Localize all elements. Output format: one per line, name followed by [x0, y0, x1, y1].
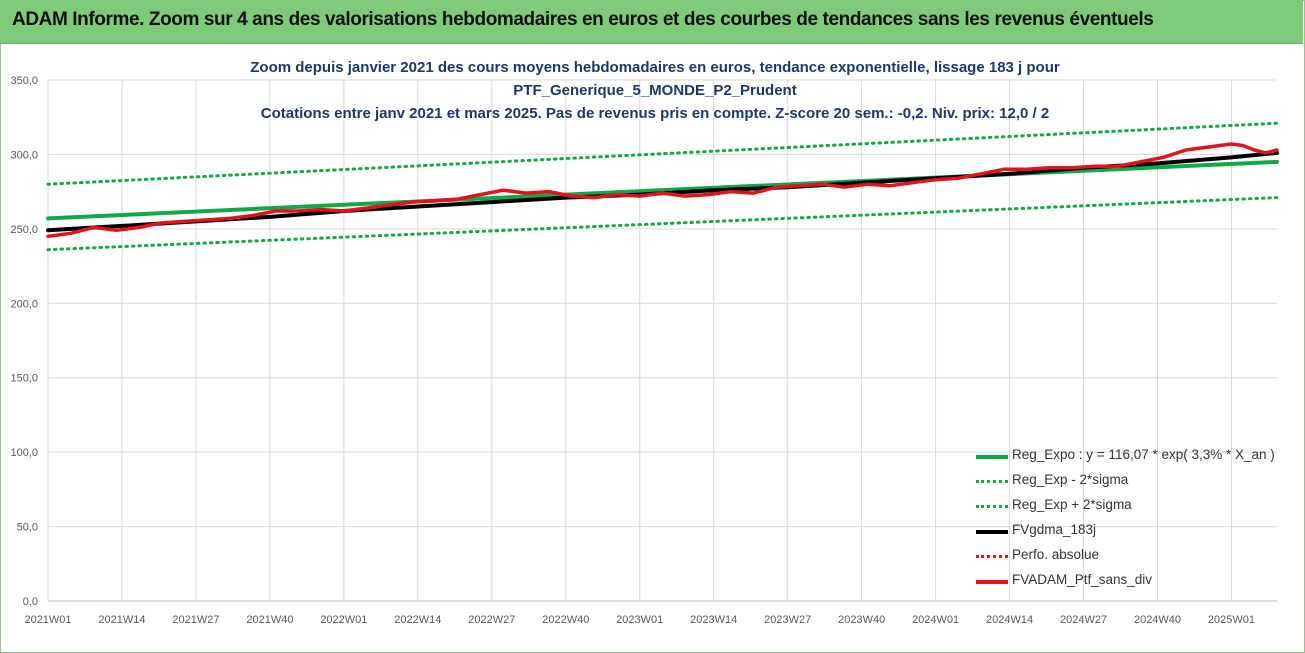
legend-item-fvgdma[interactable]: FVgdma_183j [976, 520, 1296, 545]
legend-item-perfo-absolue[interactable]: Perfo. absolue [976, 545, 1296, 570]
chart-title-line-1: Zoom depuis janvier 2021 des cours moyen… [250, 59, 1060, 76]
legend-label: Reg_Exp - 2*sigma [1012, 472, 1129, 487]
chart-title-line-3: Cotations entre janv 2021 et mars 2025. … [260, 105, 1050, 122]
y-tick-label: 0,0 [23, 596, 38, 608]
y-tick-label: 350,0 [10, 75, 38, 87]
legend-swatch-dotted-green [976, 505, 1008, 508]
y-tick-label: 50,0 [17, 522, 38, 534]
x-tick-label: 2023W14 [690, 614, 737, 626]
x-tick-label: 2022W01 [320, 614, 367, 626]
series-line-reg-exp-2-sigma [46, 196, 1279, 252]
legend-label: Reg_Exp + 2*sigma [1012, 497, 1132, 512]
x-tick-label: 2023W01 [616, 614, 663, 626]
x-tick-label: 2022W27 [468, 614, 515, 626]
x-tick-label: 2024W27 [1060, 614, 1107, 626]
chart-legend: Reg_Expo : y = 116,07 * exp( 3,3% * X_an… [976, 445, 1296, 595]
x-tick-label: 2023W40 [838, 614, 885, 626]
x-tick-label: 2025W01 [1208, 614, 1255, 626]
x-tick-label: 2021W40 [246, 614, 293, 626]
legend-label: FVADAM_Ptf_sans_div [1012, 572, 1153, 587]
x-tick-label: 2021W27 [172, 614, 219, 626]
legend-item-reg-exp-minus[interactable]: Reg_Exp - 2*sigma [976, 470, 1296, 495]
x-tick-label: 2022W40 [542, 614, 589, 626]
legend-swatch-solid-green [976, 455, 1008, 459]
legend-swatch-dotted-green [976, 480, 1008, 483]
y-tick-label: 250,0 [10, 224, 38, 236]
series-line-reg-expo-y-116-07-exp-3-3-x-an [46, 159, 1279, 221]
y-tick-label: 300,0 [10, 149, 38, 161]
header-bar: ADAM Informe. Zoom sur 4 ans des valoris… [0, 0, 1303, 44]
y-tick-label: 200,0 [10, 298, 38, 310]
x-tick-label: 2021W14 [98, 614, 145, 626]
page-title: ADAM Informe. Zoom sur 4 ans des valoris… [12, 9, 1154, 30]
y-tick-label: 150,0 [10, 373, 38, 385]
legend-swatch-dotted-red [976, 555, 1008, 558]
legend-label: FVgdma_183j [1012, 522, 1097, 537]
legend-swatch-solid-red [976, 580, 1008, 584]
x-tick-label: 2021W01 [24, 614, 71, 626]
legend-swatch-solid-black [976, 530, 1008, 534]
series-line-fvadam-ptf-sans-div [46, 142, 1279, 239]
chart-title-line-2: PTF_Generique_5_MONDE_P2_Prudent [513, 82, 797, 99]
x-tick-label: 2024W01 [912, 614, 959, 626]
x-tick-label: 2024W40 [1134, 614, 1181, 626]
legend-label: Perfo. absolue [1012, 547, 1100, 562]
legend-item-fvadam[interactable]: FVADAM_Ptf_sans_div [976, 570, 1296, 595]
x-tick-label: 2022W14 [394, 614, 441, 626]
legend-item-reg-exp-plus[interactable]: Reg_Exp + 2*sigma [976, 495, 1296, 520]
x-tick-label: 2024W14 [986, 614, 1033, 626]
x-tick-label: 2023W27 [764, 614, 811, 626]
series-line-reg-exp-2-sigma [46, 121, 1279, 186]
y-tick-label: 100,0 [10, 447, 38, 459]
legend-item-reg-expo[interactable]: Reg_Expo : y = 116,07 * exp( 3,3% * X_an… [976, 445, 1296, 470]
legend-label: Reg_Expo : y = 116,07 * exp( 3,3% * X_an… [1012, 447, 1275, 462]
